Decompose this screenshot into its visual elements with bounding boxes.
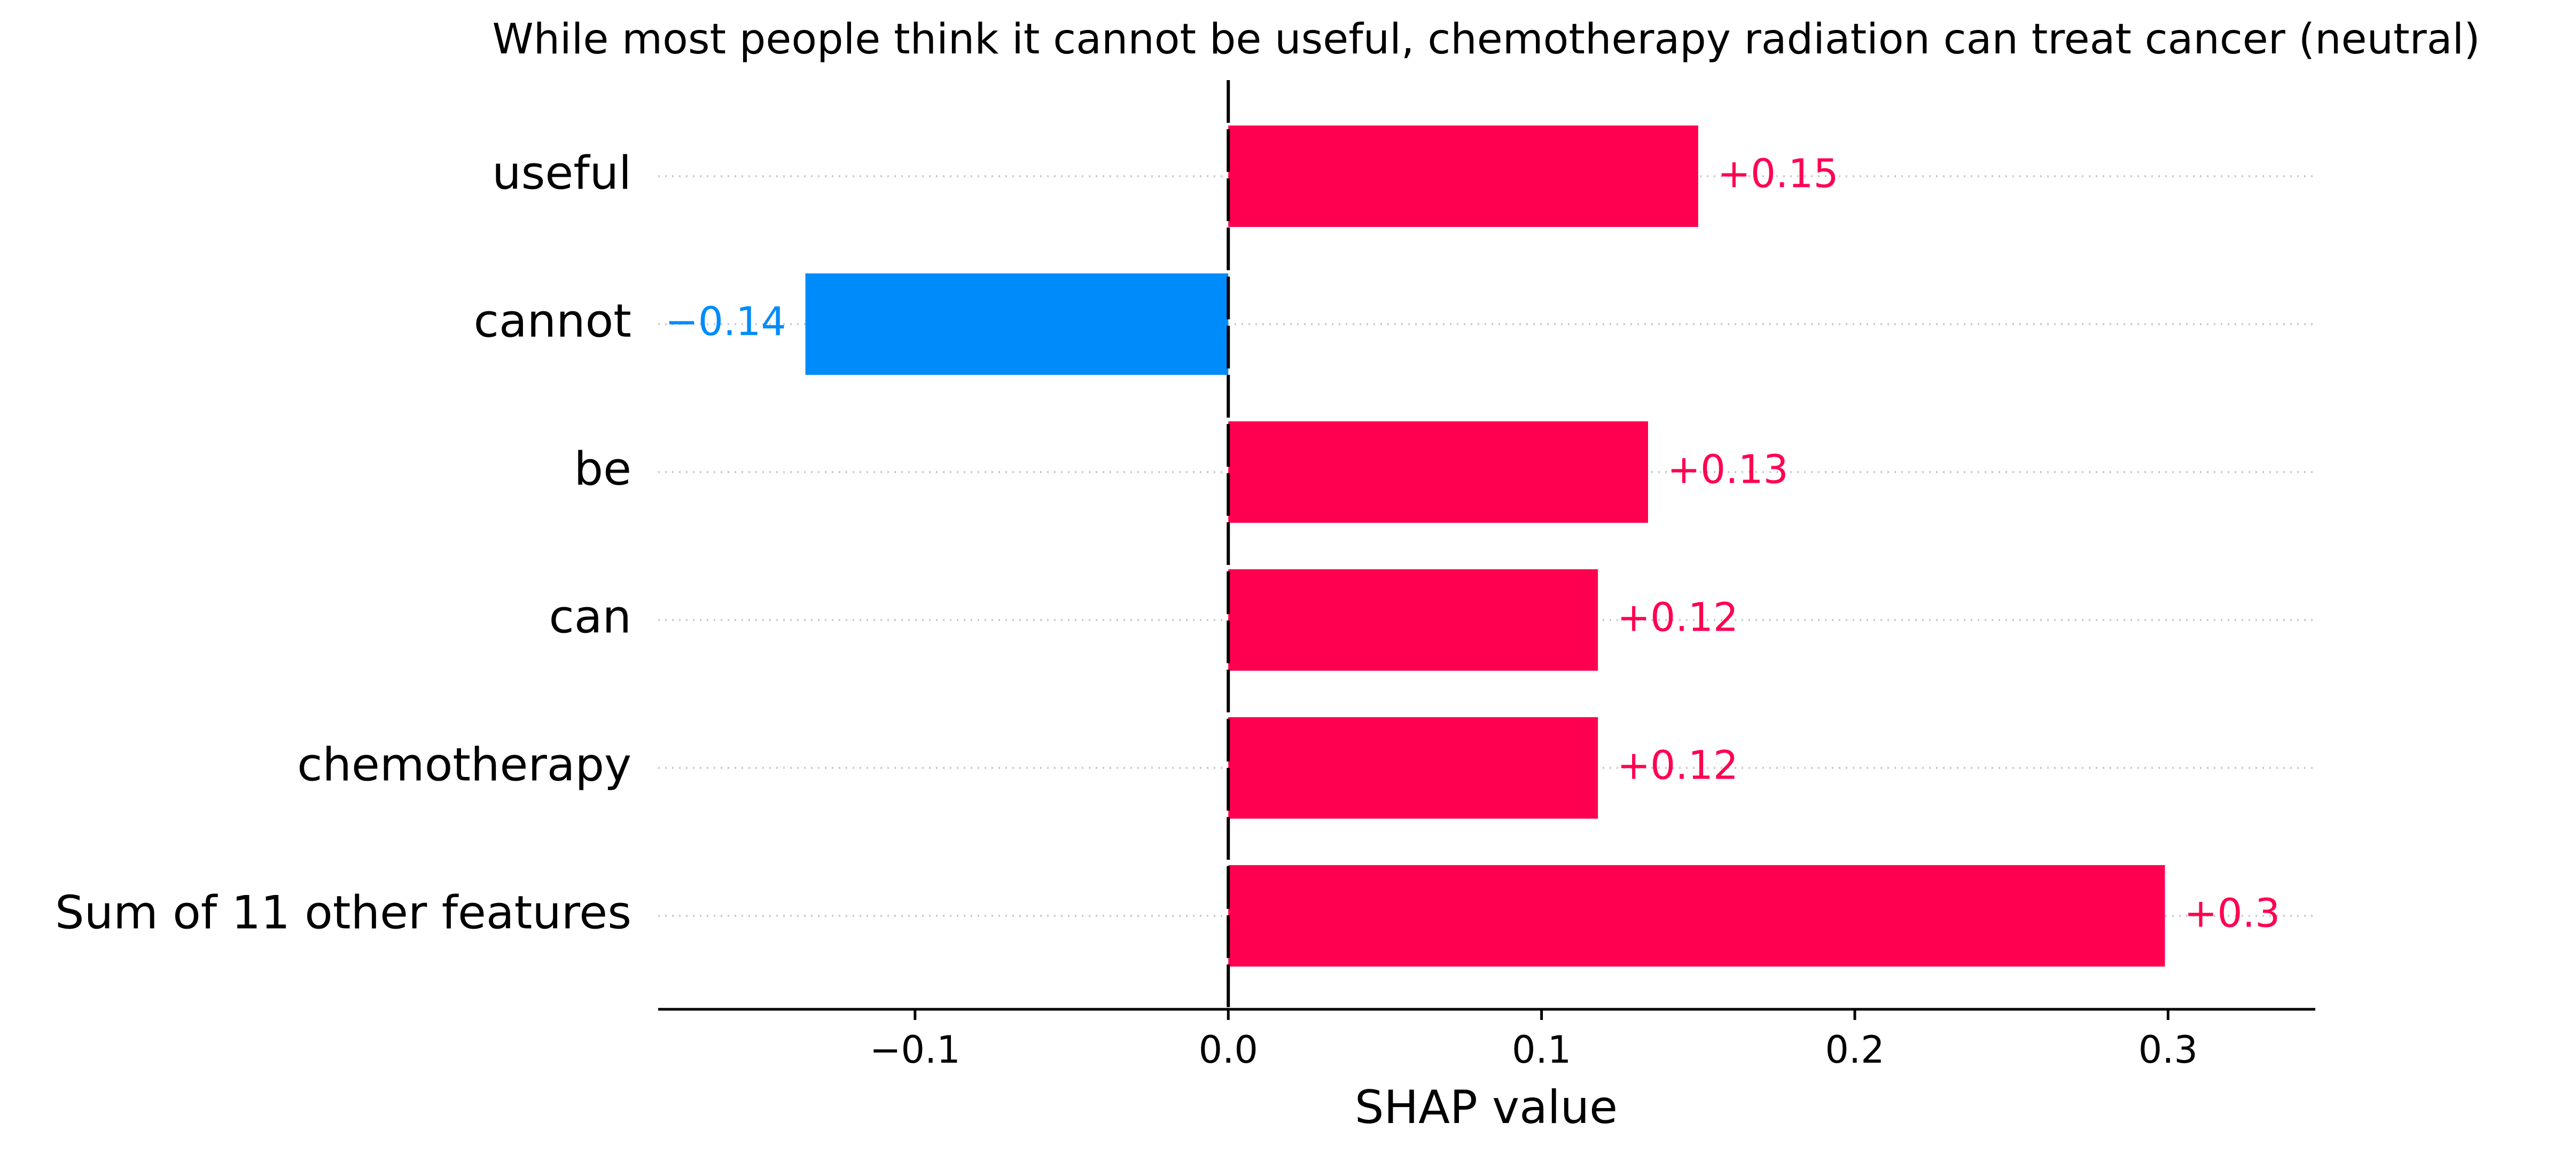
y-tick-label: useful — [492, 146, 631, 200]
y-axis-labels: useful cannot be can chemotherapy Sum of 11 o… — [55, 146, 631, 939]
bar — [1228, 717, 1598, 819]
bars — [805, 125, 2165, 967]
data-label: +0.13 — [1667, 447, 1789, 493]
value-labels: +0.15 −0.14 +0.13 +0.12 +0.12 +0.3 — [665, 151, 2280, 937]
x-tick-label: 0.0 — [1199, 1028, 1258, 1072]
data-label: +0.12 — [1617, 743, 1738, 789]
y-tick-label: chemotherapy — [297, 738, 631, 791]
x-tick-label: 0.2 — [1825, 1028, 1884, 1072]
x-tick-label: 0.3 — [2138, 1028, 2198, 1072]
y-tick-label: can — [549, 590, 632, 643]
bar — [1228, 865, 2165, 967]
x-axis: −0.1 0.0 0.1 0.2 0.3 — [658, 80, 2315, 1072]
bar — [1228, 569, 1598, 671]
data-label: −0.14 — [665, 299, 786, 345]
y-tick-label: Sum of 11 other features — [55, 886, 631, 939]
bar — [1228, 125, 1698, 227]
x-tick-label: −0.1 — [870, 1028, 961, 1072]
data-label: +0.15 — [1718, 151, 1839, 197]
chart-title: While most people think it cannot be use… — [493, 15, 2480, 64]
x-tick-label: 0.1 — [1512, 1028, 1571, 1072]
y-tick-label: be — [574, 442, 632, 496]
bar — [1228, 421, 1648, 523]
bar — [805, 273, 1229, 375]
data-label: +0.3 — [2184, 891, 2281, 937]
data-label: +0.12 — [1617, 595, 1738, 641]
y-tick-label: cannot — [474, 294, 631, 348]
x-axis-label: SHAP value — [1355, 1081, 1618, 1134]
